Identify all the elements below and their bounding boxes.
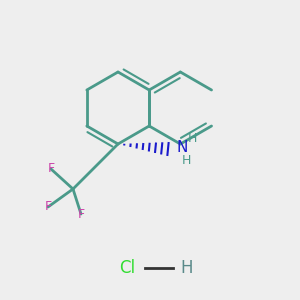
Text: F: F: [77, 208, 85, 220]
Text: H: H: [187, 133, 197, 146]
Text: F: F: [44, 200, 52, 214]
Text: F: F: [47, 163, 55, 176]
Text: Cl: Cl: [119, 259, 135, 277]
Text: H: H: [181, 259, 193, 277]
Text: H: H: [181, 154, 191, 167]
Text: N: N: [176, 140, 188, 154]
